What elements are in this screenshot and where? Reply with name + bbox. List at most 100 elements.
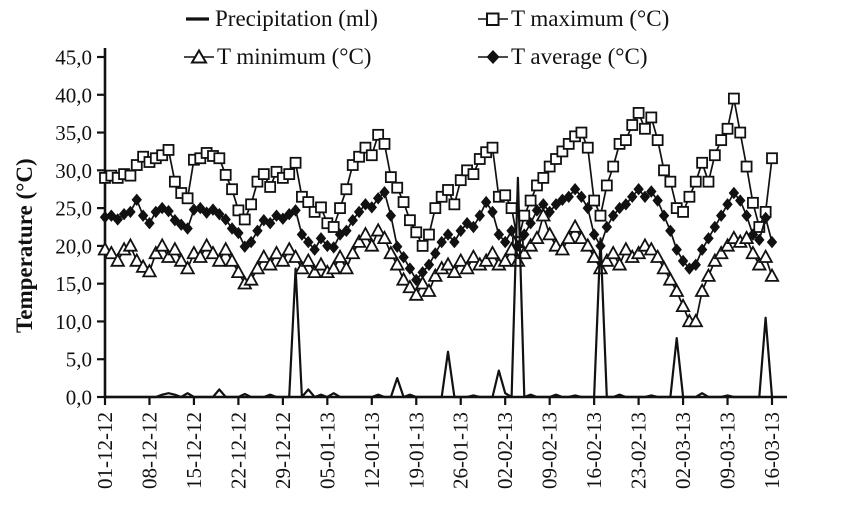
diamond-marker xyxy=(747,228,759,241)
triangle-marker xyxy=(700,267,717,282)
diamond-marker xyxy=(563,190,574,203)
legend-label-t-minimum: T minimum (°C) xyxy=(217,44,372,69)
diamond-marker xyxy=(741,209,752,222)
square-marker xyxy=(404,214,416,227)
diamond-marker xyxy=(252,224,263,237)
square-marker xyxy=(683,190,696,203)
diamond-marker xyxy=(506,224,517,237)
triangle-marker xyxy=(427,267,444,282)
square-marker xyxy=(289,156,302,169)
triangle-marker xyxy=(529,229,545,245)
y-tick-label: 35,0 xyxy=(55,121,92,145)
diamond-marker xyxy=(137,209,149,222)
triangle-marker xyxy=(497,252,513,267)
x-tick-label: 05-01-13 xyxy=(315,412,339,489)
diamond-marker xyxy=(379,186,390,199)
square-marker xyxy=(410,226,423,239)
triangle-marker xyxy=(573,229,590,245)
square-marker xyxy=(283,168,296,181)
diamond-marker xyxy=(633,183,644,196)
square-marker xyxy=(384,171,397,184)
square-marker xyxy=(130,159,143,171)
square-marker xyxy=(715,134,728,147)
square-marker xyxy=(302,196,315,208)
square-marker xyxy=(753,221,766,233)
diamond-marker xyxy=(411,273,422,287)
triangle-marker xyxy=(580,237,596,252)
square-marker xyxy=(359,141,372,154)
square-marker xyxy=(505,202,518,215)
square-marker xyxy=(721,122,734,135)
precipitation-line-swatch xyxy=(186,17,209,21)
diamond-marker xyxy=(627,190,638,203)
triangle-marker xyxy=(109,252,126,267)
diamond-marker xyxy=(442,228,454,241)
diamond-marker xyxy=(309,243,320,256)
diamond-marker xyxy=(652,194,663,207)
legend-item-t-minimum: T minimum (°C) xyxy=(183,44,371,70)
square-marker xyxy=(232,204,245,217)
diamond-marker xyxy=(696,243,708,256)
x-tick-label: 08-12-12 xyxy=(137,412,161,489)
x-tick-label: 19-01-13 xyxy=(404,412,428,489)
t-minimum-series xyxy=(97,207,780,328)
triangle-marker xyxy=(154,237,170,252)
diamond-marker xyxy=(601,220,613,234)
t-average-series xyxy=(99,183,778,287)
diamond-marker xyxy=(163,204,174,218)
square-marker xyxy=(365,149,378,162)
triangle-marker xyxy=(675,297,691,313)
y-tick-label: 0,0 xyxy=(66,386,92,410)
diamond-marker xyxy=(436,235,447,249)
square-marker xyxy=(619,134,632,147)
square-marker xyxy=(575,126,588,139)
diamond-marker xyxy=(112,213,123,226)
diamond-marker xyxy=(658,209,670,222)
triangle-marker xyxy=(649,248,666,263)
legend-label-t-maximum: T maximum (°C) xyxy=(511,6,670,31)
triangle-marker xyxy=(211,252,228,267)
diamond-marker xyxy=(722,198,733,211)
y-tick-label: 30,0 xyxy=(55,159,92,183)
diamond-marker xyxy=(690,258,701,271)
triangle-marker xyxy=(205,245,221,260)
open-triangle-swatch xyxy=(184,48,214,64)
diamond-marker xyxy=(468,220,479,234)
square-marker xyxy=(658,164,670,177)
square-marker xyxy=(162,144,175,156)
triangle-marker xyxy=(738,229,755,245)
square-marker xyxy=(238,213,251,226)
triangle-marker xyxy=(662,271,679,286)
diamond-marker xyxy=(735,194,746,207)
square-marker xyxy=(651,134,664,147)
y-tick-label: 10,0 xyxy=(55,310,92,334)
triangle-marker xyxy=(376,229,393,245)
diamond-marker xyxy=(315,232,327,245)
triangle-marker xyxy=(287,248,304,263)
diamond-marker xyxy=(449,235,460,249)
square-marker xyxy=(327,221,340,233)
diamond-marker xyxy=(214,207,225,221)
x-tick-label: 12-01-13 xyxy=(360,412,384,489)
triangle-marker xyxy=(300,252,316,267)
legend-item-t-maximum: T maximum (°C) xyxy=(477,6,669,32)
legend-item-t-average: T average (°C) xyxy=(477,44,647,70)
diamond-marker xyxy=(531,204,543,217)
x-tick-label: 23-02-13 xyxy=(627,412,651,489)
diamond-marker xyxy=(754,233,765,247)
square-marker xyxy=(677,205,689,218)
triangle-marker xyxy=(611,256,628,271)
square-marker xyxy=(353,150,365,163)
diamond-marker xyxy=(398,251,409,264)
diamond-marker xyxy=(728,186,740,200)
diamond-marker xyxy=(182,222,193,235)
square-marker xyxy=(639,122,651,135)
triangle-marker xyxy=(414,275,431,290)
square-marker xyxy=(734,126,747,139)
square-marker xyxy=(664,175,677,188)
diamond-marker xyxy=(512,239,524,253)
square-marker xyxy=(264,181,277,193)
triangle-marker xyxy=(459,260,475,275)
square-marker xyxy=(600,179,613,192)
